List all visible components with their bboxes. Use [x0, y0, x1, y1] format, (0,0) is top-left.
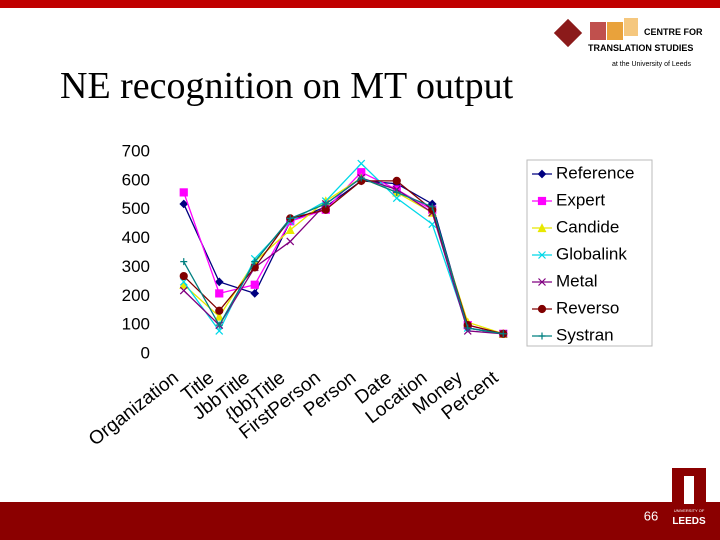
footer-bar [0, 502, 720, 540]
legend-box [526, 159, 653, 347]
marker [537, 223, 547, 233]
marker [215, 326, 224, 335]
y-tick-label: 500 [122, 199, 150, 218]
legend-label: Metal [556, 271, 598, 290]
series-line [183, 180, 504, 335]
legend-label: Reverso [556, 298, 619, 317]
marker [537, 196, 547, 206]
logo-text: TRANSLATION STUDIES [588, 43, 693, 53]
marker [357, 174, 365, 182]
marker [180, 258, 188, 266]
logo-text: UNIVERSITY OF [674, 508, 705, 513]
legend-label: Globalink [556, 244, 627, 263]
slide-title: NE recognition on MT output [60, 65, 514, 107]
marker [499, 330, 507, 338]
marker [285, 225, 295, 235]
legend-label: Reference [556, 163, 634, 182]
marker [286, 237, 295, 246]
marker [215, 289, 224, 298]
leeds-logo: UNIVERSITY OF LEEDS [672, 468, 706, 540]
marker [392, 176, 401, 185]
marker [215, 321, 223, 329]
marker [214, 277, 224, 287]
marker [214, 311, 224, 321]
y-tick-label: 700 [122, 141, 150, 160]
y-tick-label: 400 [122, 228, 150, 247]
marker [179, 286, 188, 295]
centre-logo: CENTRE FOR TRANSLATION STUDIES at the Un… [553, 18, 703, 68]
series-line [183, 177, 504, 335]
logo-shape [607, 22, 623, 40]
marker [179, 277, 188, 286]
logo-text: CENTRE FOR [644, 27, 703, 37]
marker [357, 159, 366, 168]
series-line [183, 180, 504, 335]
legend-label: Expert [556, 190, 605, 209]
marker [215, 306, 224, 315]
marker [179, 271, 188, 281]
logo-shape [590, 22, 606, 40]
legend-label: Systran [556, 325, 614, 344]
marker [393, 188, 401, 196]
y-tick-label: 300 [122, 257, 150, 276]
logo-shape [553, 18, 583, 48]
marker [392, 194, 401, 203]
marker [537, 169, 547, 179]
legend-label: Candide [556, 217, 619, 236]
marker [464, 324, 472, 332]
marker [250, 280, 259, 289]
series-line [183, 162, 504, 335]
marker [179, 188, 188, 197]
marker [179, 199, 189, 209]
marker [250, 289, 260, 298]
series-line [183, 171, 504, 335]
y-tick-label: 600 [122, 170, 150, 189]
marker [538, 278, 546, 286]
y-tick-label: 0 [141, 343, 150, 362]
marker [251, 258, 259, 266]
logo-shape [624, 18, 638, 36]
logo-text: LEEDS [672, 516, 706, 527]
marker [538, 332, 546, 340]
series-line [183, 177, 504, 335]
top-bar [0, 0, 720, 8]
series-line [183, 177, 504, 335]
page-number: 66 [644, 508, 658, 523]
marker [538, 251, 546, 259]
y-tick-label: 200 [122, 286, 150, 305]
marker [537, 304, 547, 314]
marker [428, 203, 436, 211]
x-tick-label: Organization [85, 367, 183, 450]
logo-text: at the University of Leeds [612, 61, 691, 68]
y-tick-label: 100 [122, 315, 150, 334]
logo-tower [684, 476, 694, 504]
marker [286, 214, 294, 222]
marker [322, 200, 330, 208]
